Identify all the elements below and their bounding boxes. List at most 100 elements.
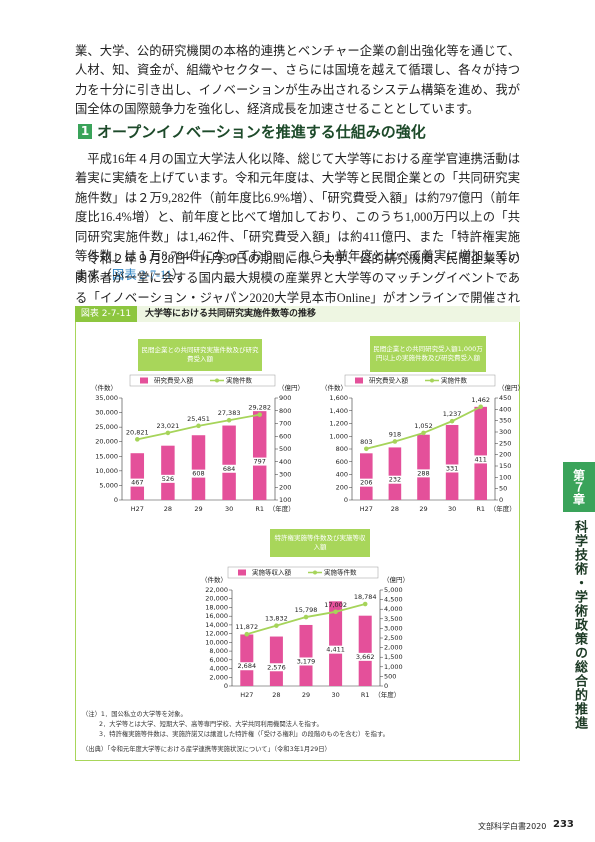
chapter-title: 科学技術・学術政策の総合的推進 [572,520,587,730]
y2-tick-label: 50 [499,485,507,493]
y-tick-label: 2,000 [209,673,228,681]
y2-tick-label: 2,000 [384,644,403,652]
bar [269,636,283,686]
legend-box [129,374,276,387]
y2-tick-label: 700 [279,420,291,428]
x-tick-label: 30 [331,691,339,699]
page-number: 233 [553,819,574,830]
y-tick-label: 14,000 [205,621,228,629]
y-tick-label: 22,000 [205,586,228,594]
point [303,614,309,620]
x-tick-label: H27 [360,505,373,513]
x-axis-label: （年度） [490,504,516,513]
y-tick-label: 1,200 [329,420,348,428]
y2-tick-label: 200 [279,483,291,491]
bar-label: 684 [223,465,235,473]
legend-box [227,566,379,579]
label-bg [356,652,375,661]
y-axis-label: （件数） [91,383,117,392]
chart-subtitle: 民間企業との共同研究受入額1,000万円以上の実施件数及び研究費受入額 [370,336,486,372]
legend-swatch [313,570,317,575]
y-tick-label: 0 [224,682,228,690]
y2-tick-label: 800 [279,407,291,415]
point-label: 1,052 [414,422,433,430]
point-label: 20,821 [126,428,149,436]
x-tick-label: H27 [240,691,253,699]
x-tick-label: 28 [164,505,172,513]
bar [130,453,145,500]
point-label: 23,021 [157,422,180,430]
paragraph: 業、大学、公的研究機関の本格的連携とベンチャー企業の創出強化等を通じて、人材、知… [75,44,520,117]
point-label: 11,872 [235,623,258,631]
y2-tick-label: 1,000 [384,663,403,671]
x-tick-label: 28 [391,505,399,513]
y2-tick-label: 300 [279,471,291,479]
y2-tick-label: 500 [384,672,396,680]
figure-ref[interactable]: 図表 2-7-11 [111,268,172,283]
x-tick-label: R1 [361,691,370,699]
label-bg [158,474,177,483]
label-bg [267,663,286,672]
point-label: 13,832 [265,615,288,623]
note: （注）1．国公私立の大学等を対象。 [82,711,187,718]
point-label: 15,798 [295,606,318,614]
y2-tick-label: 250 [499,439,511,447]
point [196,423,201,429]
bar-label: 411 [474,455,486,463]
bar-label: 526 [162,475,174,483]
y-tick-label: 6,000 [209,656,228,664]
legend-box [344,374,496,387]
text: ）。 [171,268,191,283]
legend-label: 実施等収入額 [252,568,292,577]
y-tick-label: 10,000 [205,638,228,646]
y-tick-label: 8,000 [209,647,228,655]
point [362,601,368,607]
label-bg [471,455,490,464]
label-bg [220,464,239,473]
legend-label: 研究費受入額 [369,376,409,385]
bar-label: 467 [131,479,143,487]
bar [358,615,372,686]
y2-tick-label: 3,000 [384,624,403,632]
point [244,631,250,637]
label-bg [297,657,315,666]
label-bg [189,469,208,478]
point-label: 1,237 [443,410,462,418]
bar [240,634,254,686]
y2-tick-label: 200 [499,451,511,459]
bar [222,425,236,500]
y-tick-label: 1,000 [329,432,348,440]
y2-tick-label: 600 [279,432,291,440]
legend-label: 実施等件数 [324,568,357,577]
point [421,430,426,436]
y2-tick-label: 900 [279,394,291,402]
y-tick-label: 20,000 [95,438,118,446]
y-tick-label: 1,600 [329,394,348,402]
y-tick-label: 30,000 [95,409,118,417]
bar-label: 4,411 [326,646,345,654]
x-tick-label: 30 [225,505,233,513]
legend-label: 実施件数 [226,376,253,385]
label-bg [128,478,147,487]
bar [417,434,430,500]
x-tick-label: 29 [302,691,310,699]
y-tick-label: 800 [336,445,348,453]
label-bg [443,464,462,473]
chapter-tab: 第７章 [563,462,595,512]
legend-swatch [140,377,148,384]
figure-title: 大学等における共同研究実施件数等の推移 [145,309,317,319]
bar-label: 797 [253,458,265,466]
y-tick-label: 18,000 [205,603,228,611]
bar-label: 232 [389,476,401,484]
bar-label: 288 [417,469,429,477]
y-tick-label: 0 [114,496,118,504]
point [364,446,369,452]
note: 3．特許権実施等件数は、実施許諾又は譲渡した特許権（「受ける権利」の段階のものを… [99,731,389,738]
y2-axis-label: （億円） [498,383,524,392]
x-axis-label: （年度） [269,504,295,513]
y-tick-label: 4,000 [209,665,228,673]
bar [474,406,487,500]
chart-subtitle: 民間企業との共同研究実施件数及び研究費受入額 [138,339,262,371]
